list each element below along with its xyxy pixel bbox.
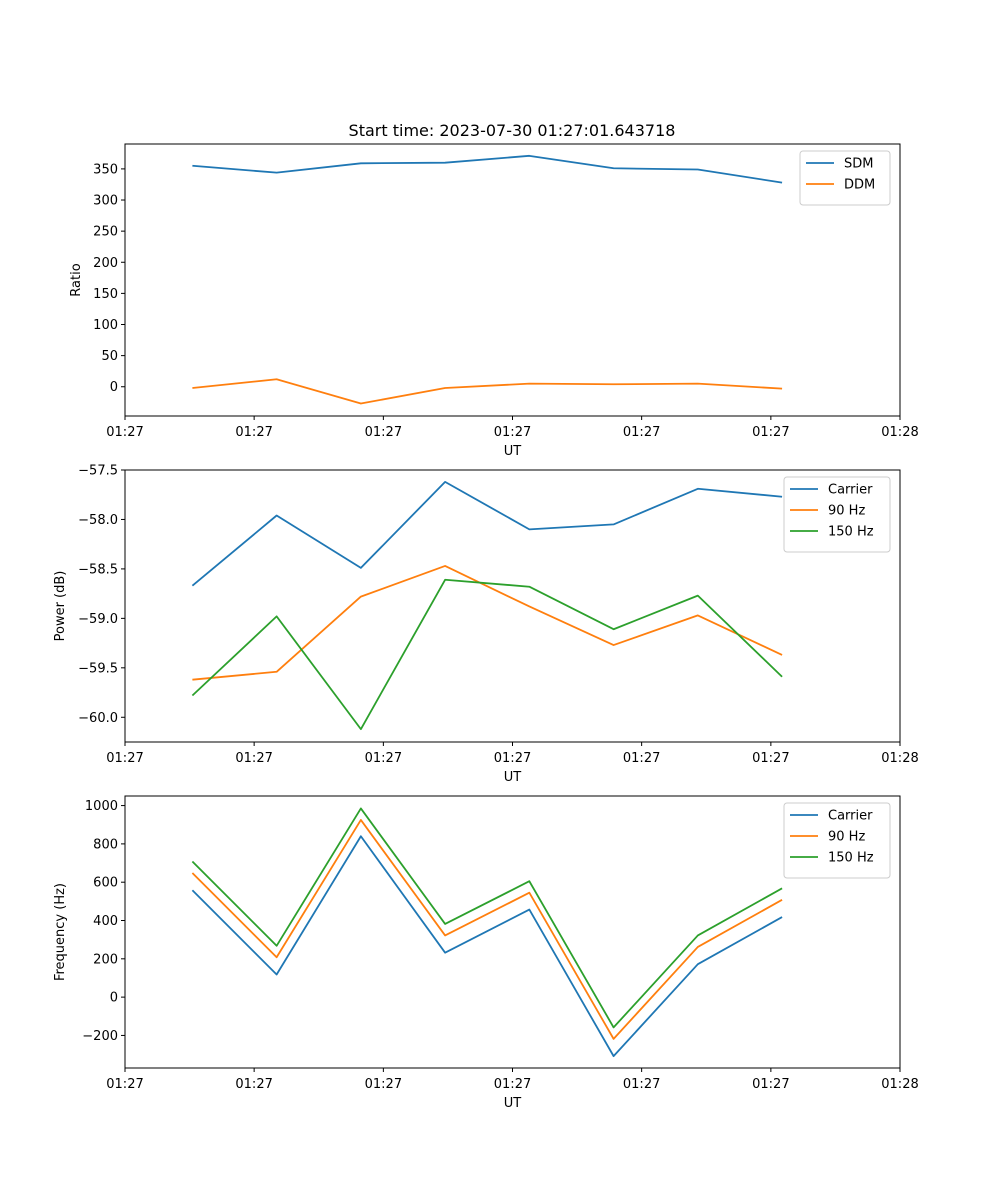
y-tick-label: 150 — [93, 287, 118, 302]
panels-group: 01:27 01:27 01:27 01:27 01:27 01:27 01:28 0 50 10… — [53, 143, 919, 1111]
y-tick-label: 350 — [93, 162, 118, 177]
y-tick-label: −57.5 — [78, 464, 118, 479]
plot-frame — [124, 143, 901, 417]
x-axis-label: UT — [504, 1096, 522, 1111]
x-tick-label: 01:27 — [106, 1077, 143, 1092]
legend-label-150-hz: 150 Hz — [828, 851, 874, 866]
legend-label-90-hz: 90 Hz — [828, 504, 865, 519]
y-tick-label: 400 — [93, 914, 118, 929]
y-tick-label: 50 — [101, 349, 118, 364]
chart-panel-1: 01:27 01:27 01:27 01:27 01:27 01:27 01:28 0 50 10… — [69, 143, 919, 459]
legend-label-150-hz: 150 Hz — [828, 525, 874, 540]
x-tick-label: 01:27 — [365, 751, 402, 766]
legend-box — [783, 476, 891, 553]
series-line-150-hz — [191, 578, 783, 731]
x-tick-label: 01:27 — [494, 751, 531, 766]
y-tick-label: 0 — [110, 991, 118, 1006]
y-tick-label: 0 — [110, 380, 118, 395]
y-tick-label: −59.0 — [78, 612, 118, 627]
x-axis-label: UT — [504, 770, 522, 785]
chart-panel-3: 01:27 01:27 01:27 01:27 01:27 01:27 01:28 −200 0… — [53, 795, 919, 1111]
legend-box — [783, 802, 891, 879]
legend-label-sdm: SDM — [844, 157, 873, 172]
x-axis-label: UT — [504, 444, 522, 459]
legend-box — [799, 150, 891, 206]
y-tick-label: 800 — [93, 837, 118, 852]
x-tick-label: 01:27 — [623, 1077, 660, 1092]
legend: SDM DDM — [799, 150, 891, 206]
y-tick-label: 100 — [93, 318, 118, 333]
series-line-150-hz — [191, 807, 783, 1029]
series-line-90-hz — [191, 819, 783, 1040]
x-tick-label: 01:27 — [494, 1077, 531, 1092]
y-tick-label: 200 — [93, 952, 118, 967]
legend: Carrier 90 Hz 150 Hz — [783, 476, 891, 553]
legend-label-ddm: DDM — [844, 178, 875, 193]
x-tick-label: 01:27 — [106, 751, 143, 766]
x-tick-label: 01:28 — [881, 425, 918, 440]
series-line-carrier — [191, 835, 783, 1058]
figure-title: Start time: 2023-07-30 01:27:01.643718 — [349, 121, 676, 140]
x-tick-label: 01:28 — [881, 1077, 918, 1092]
series-line-sdm — [192, 154, 783, 184]
y-axis-label: Power (dB) — [53, 571, 68, 642]
x-tick-label: 01:27 — [235, 425, 272, 440]
y-axis-label: Frequency (Hz) — [53, 883, 68, 981]
y-tick-label: 200 — [93, 256, 118, 271]
y-tick-label: 300 — [93, 194, 118, 209]
x-tick-label: 01:27 — [106, 425, 143, 440]
x-tick-label: 01:27 — [235, 1077, 272, 1092]
x-tick-label: 01:27 — [235, 751, 272, 766]
y-tick-label: 1000 — [85, 799, 118, 814]
legend-label-carrier: Carrier — [828, 809, 873, 824]
x-tick-label: 01:27 — [752, 425, 789, 440]
x-tick-label: 01:27 — [752, 1077, 789, 1092]
x-tick-label: 01:27 — [365, 425, 402, 440]
legend-label-carrier: Carrier — [828, 483, 873, 498]
y-tick-label: 600 — [93, 876, 118, 891]
series-line-carrier — [191, 480, 783, 587]
y-axis-label: Ratio — [69, 263, 84, 296]
x-tick-label: 01:27 — [494, 425, 531, 440]
legend: Carrier 90 Hz 150 Hz — [783, 802, 891, 879]
x-tick-label: 01:28 — [881, 751, 918, 766]
series-line-90-hz — [192, 565, 783, 681]
y-tick-label: −59.5 — [78, 661, 118, 676]
legend-label-90-hz: 90 Hz — [828, 830, 865, 845]
x-tick-label: 01:27 — [623, 751, 660, 766]
y-tick-label: 250 — [93, 225, 118, 240]
series-line-ddm — [192, 378, 783, 405]
y-tick-label: −60.0 — [78, 711, 118, 726]
y-tick-label: −58.5 — [78, 562, 118, 577]
y-tick-label: −58.0 — [78, 513, 118, 528]
x-tick-label: 01:27 — [365, 1077, 402, 1092]
y-tick-label: −200 — [82, 1029, 118, 1044]
x-tick-label: 01:27 — [752, 751, 789, 766]
chart-panel-2: 01:27 01:27 01:27 01:27 01:27 01:27 01:28 −60.0… — [53, 464, 919, 786]
x-tick-label: 01:27 — [623, 425, 660, 440]
